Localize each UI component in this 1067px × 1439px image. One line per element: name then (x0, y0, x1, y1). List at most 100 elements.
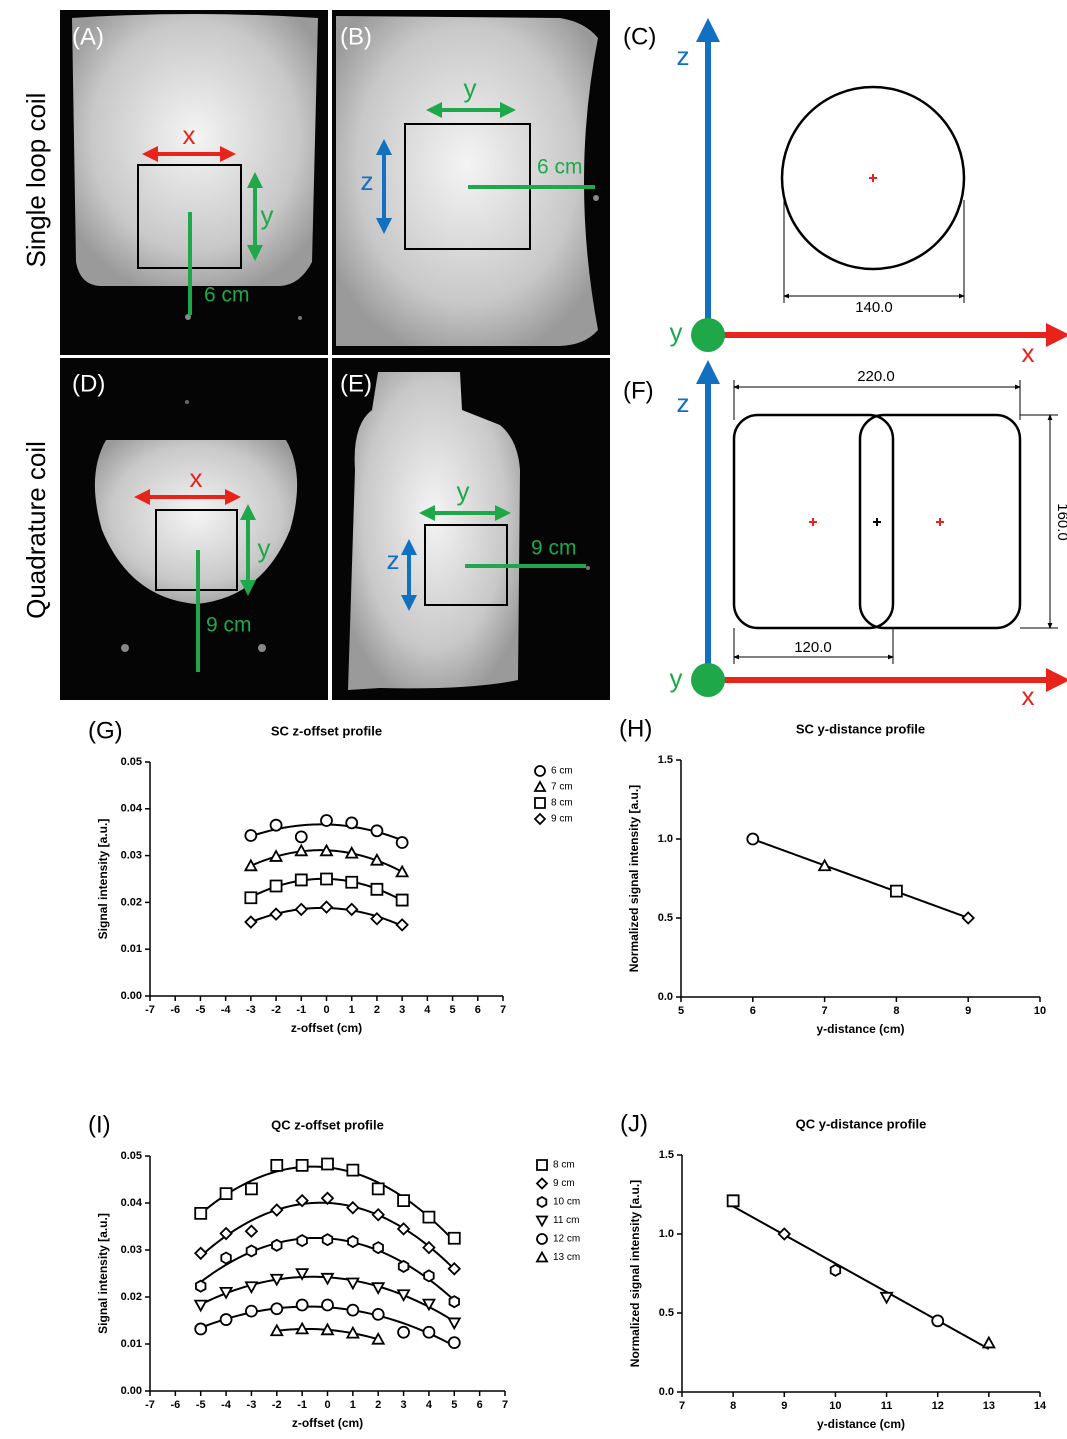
image-panel: (D) x y 9 cm (60, 358, 328, 700)
x-tick-label: 8 (730, 1400, 736, 1412)
x-tick-label: 8 (893, 1005, 899, 1017)
data-point (193, 1299, 208, 1313)
chart-title: QC y-distance profile (796, 1116, 927, 1131)
x-tick-label: -3 (247, 1399, 257, 1411)
legend-marker (535, 1215, 549, 1228)
x-tick-label: 0 (324, 1399, 330, 1411)
data-point (396, 1222, 411, 1236)
panel-label: (C) (623, 23, 656, 50)
data-point (371, 1182, 385, 1196)
data-point (397, 1325, 410, 1339)
x-tick-label: -2 (272, 1399, 282, 1411)
data-point (269, 1323, 284, 1337)
x-tick-label: -1 (297, 1399, 307, 1411)
data-point (219, 1226, 233, 1241)
data-point (193, 1246, 208, 1261)
dimension-label: 120.0 (794, 639, 832, 656)
row-label: Quadrature coil (21, 441, 51, 619)
chart-title: SC z-offset profile (271, 723, 382, 738)
data-point (295, 1159, 309, 1172)
axis-label: z (677, 388, 690, 418)
x-tick-label: 2 (374, 1004, 380, 1016)
x-tick-label: -7 (145, 1399, 155, 1411)
data-point (370, 912, 384, 926)
data-point (245, 1244, 258, 1258)
data-point (319, 900, 334, 914)
arrow-label: y (457, 476, 470, 506)
legend-marker (536, 1195, 548, 1209)
data-point (320, 872, 333, 886)
data-point (320, 814, 333, 827)
fit-curve (200, 1236, 455, 1301)
legend-label: 6 cm (551, 766, 573, 777)
x-tick-label: -4 (221, 1004, 232, 1016)
data-point (245, 1304, 258, 1318)
y-tick-label: 0.0 (658, 991, 673, 1003)
data-point (346, 1303, 360, 1317)
x-tick-label: 10 (829, 1400, 841, 1412)
data-point (219, 1313, 233, 1326)
data-point (369, 852, 384, 866)
x-tick-label: 9 (965, 1005, 971, 1017)
image-panel: (B) y z 6 cm (332, 10, 610, 355)
data-point (345, 816, 359, 830)
data-point (243, 858, 258, 872)
data-point (448, 1295, 460, 1309)
x-tick-label: -5 (196, 1399, 206, 1411)
y-tick-label: 0.5 (659, 1307, 674, 1319)
legend-label: 9 cm (553, 1178, 575, 1189)
legend-marker (536, 1233, 548, 1245)
x-axis-label: z-offset (cm) (291, 1021, 362, 1035)
y-tick-label: 0.5 (658, 912, 673, 924)
data-point (423, 1269, 435, 1283)
data-point (320, 1272, 335, 1286)
data-point (295, 1298, 309, 1312)
y-tick-label: 0.03 (121, 850, 142, 862)
data-point (829, 1263, 842, 1277)
arrow-label: y (464, 73, 477, 103)
x-tick-label: -3 (246, 1004, 256, 1016)
data-point (879, 1291, 894, 1305)
data-point (345, 1325, 360, 1339)
y-tick-label: 1.5 (658, 754, 673, 766)
data-point (244, 1281, 259, 1295)
legend-label: 10 cm (553, 1197, 580, 1208)
data-point (269, 1273, 284, 1287)
legend-label: 8 cm (553, 1160, 575, 1171)
data-point (890, 884, 903, 898)
data-point (421, 1298, 436, 1312)
data-point (270, 1203, 284, 1217)
axis-label: y (670, 663, 683, 693)
panel-label: (A) (72, 23, 104, 50)
panel-label: (G) (88, 717, 123, 744)
x-tick-label: 7 (679, 1400, 685, 1412)
fit-curve (752, 838, 969, 919)
data-point (961, 911, 975, 925)
data-point (321, 1157, 334, 1171)
x-tick-label: 13 (983, 1400, 995, 1412)
data-point (726, 1194, 740, 1208)
panel-label: (D) (72, 370, 105, 397)
legend-label: 13 cm (553, 1252, 580, 1263)
panel-label: (E) (340, 370, 372, 397)
x-tick-label: -7 (145, 1004, 155, 1016)
data-point (195, 1279, 207, 1293)
y-tick-label: 0.01 (121, 1338, 142, 1350)
x-axis-label: z-offset (cm) (292, 1416, 363, 1430)
data-point (370, 882, 384, 896)
data-point (817, 858, 832, 872)
diagram: (F) z y x 220.0 160.0 120.0 (623, 360, 1067, 711)
data-point (371, 1207, 385, 1222)
x-tick-label: 6 (475, 1004, 481, 1016)
y-tick-label: 0.02 (121, 896, 142, 908)
axis-label: x (1022, 338, 1035, 368)
data-point (395, 918, 409, 932)
panel-label: (F) (623, 377, 654, 404)
axis-label: x (1022, 681, 1035, 711)
legend-marker (533, 812, 547, 826)
data-point (344, 902, 359, 917)
data-point (245, 1182, 258, 1196)
data-point (395, 836, 409, 849)
x-tick-label: 2 (375, 1399, 381, 1411)
